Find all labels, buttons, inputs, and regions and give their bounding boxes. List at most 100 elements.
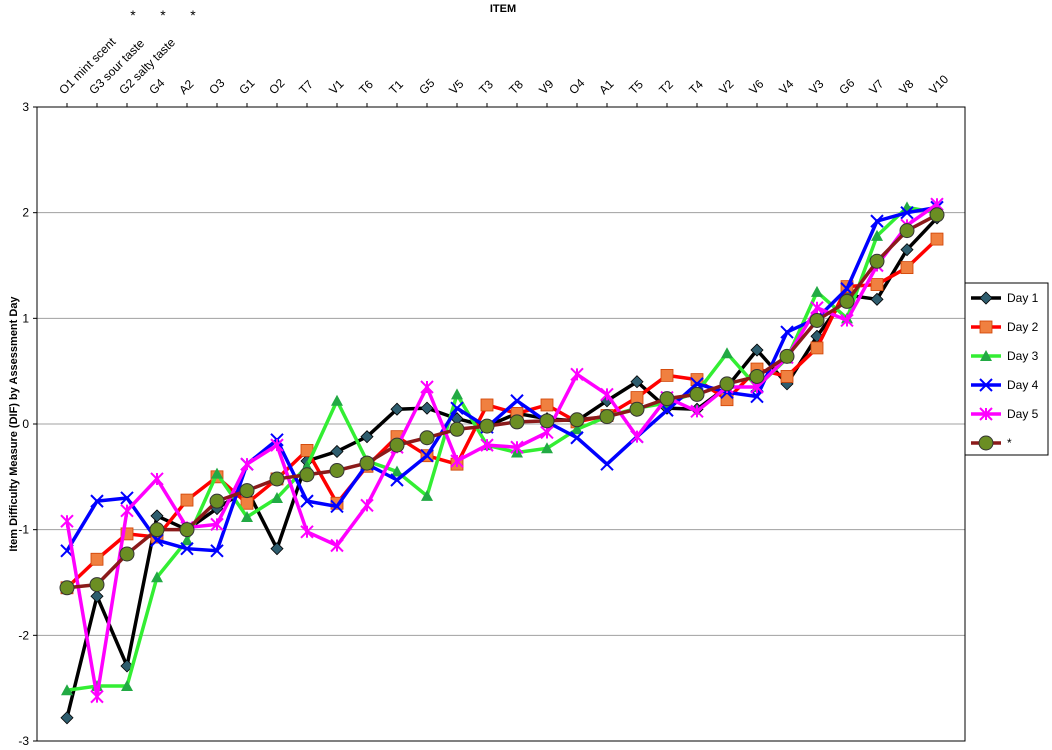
annotation: * bbox=[130, 7, 136, 23]
y-tick-label: 3 bbox=[22, 100, 29, 114]
x-tick-label: V4 bbox=[776, 77, 797, 98]
marker bbox=[271, 491, 283, 503]
marker bbox=[211, 467, 223, 479]
series bbox=[59, 207, 945, 596]
marker bbox=[209, 493, 225, 509]
marker bbox=[270, 438, 284, 452]
legend-box bbox=[964, 282, 1049, 456]
marker bbox=[90, 689, 104, 704]
legend-marker bbox=[979, 320, 993, 334]
marker bbox=[450, 401, 464, 415]
marker bbox=[119, 546, 135, 562]
marker bbox=[510, 394, 524, 408]
marker bbox=[660, 403, 674, 417]
x-tick-label: V5 bbox=[446, 77, 467, 98]
marker bbox=[540, 425, 554, 440]
x-tick-label: V8 bbox=[896, 77, 917, 98]
series-line bbox=[66, 205, 938, 693]
marker bbox=[900, 243, 914, 257]
x-tick-label: T8 bbox=[506, 77, 526, 97]
marker bbox=[900, 205, 914, 220]
marker bbox=[840, 282, 854, 296]
y-tick-label: -1 bbox=[18, 523, 29, 537]
legend-label: * bbox=[1007, 436, 1012, 450]
x-tick-label: A1 bbox=[596, 77, 617, 98]
marker bbox=[269, 471, 285, 487]
marker bbox=[930, 232, 944, 246]
marker bbox=[419, 430, 435, 446]
marker bbox=[630, 429, 644, 444]
legend-marker bbox=[979, 291, 993, 305]
marker bbox=[90, 589, 104, 603]
x-tick-label: V9 bbox=[536, 77, 557, 98]
marker bbox=[60, 711, 74, 725]
marker bbox=[150, 533, 164, 547]
marker bbox=[299, 467, 315, 483]
y-tick-label: 1 bbox=[22, 311, 29, 325]
x-tick-label: T1 bbox=[386, 77, 406, 97]
x-tick-label: O2 bbox=[266, 76, 287, 97]
legend-marker bbox=[980, 350, 992, 361]
marker bbox=[870, 278, 884, 291]
marker bbox=[330, 538, 344, 553]
marker bbox=[600, 387, 614, 402]
marker bbox=[240, 457, 254, 471]
marker bbox=[870, 292, 884, 306]
marker bbox=[420, 401, 434, 415]
legend-marker bbox=[979, 407, 993, 421]
marker bbox=[809, 312, 825, 328]
marker bbox=[750, 343, 764, 357]
marker bbox=[150, 472, 164, 486]
x-tick-label: V7 bbox=[866, 77, 887, 98]
x-tick-label: A2 bbox=[176, 77, 197, 98]
plot-area bbox=[36, 106, 966, 742]
marker bbox=[120, 659, 134, 673]
marker bbox=[690, 377, 704, 391]
marker bbox=[659, 391, 675, 407]
marker bbox=[420, 448, 434, 463]
y-tick-label: -3 bbox=[18, 734, 29, 748]
marker bbox=[391, 465, 403, 477]
marker bbox=[570, 431, 584, 445]
x-tick-label: T7 bbox=[296, 77, 316, 97]
marker bbox=[839, 293, 855, 309]
legend-label: Day 4 bbox=[1007, 378, 1039, 392]
marker bbox=[690, 404, 704, 419]
x-tick-label: G5 bbox=[416, 76, 437, 97]
series bbox=[60, 211, 944, 725]
marker bbox=[120, 503, 134, 518]
marker bbox=[899, 223, 915, 239]
marker bbox=[241, 510, 253, 522]
y-tick-label: 2 bbox=[22, 206, 29, 220]
marker bbox=[660, 368, 674, 382]
marker bbox=[239, 483, 255, 499]
marker bbox=[539, 413, 555, 429]
marker bbox=[900, 261, 914, 275]
x-tick-label: V1 bbox=[326, 77, 347, 98]
x-tick-label: V2 bbox=[716, 77, 737, 98]
marker bbox=[630, 375, 644, 389]
marker bbox=[629, 401, 645, 417]
series-line bbox=[66, 213, 938, 590]
marker bbox=[571, 423, 583, 435]
marker bbox=[840, 313, 854, 328]
marker bbox=[421, 489, 433, 501]
marker bbox=[60, 514, 74, 528]
marker bbox=[749, 368, 765, 384]
y-axis-label: Item Difficulty Measure (DIF) by Assessm… bbox=[8, 296, 20, 552]
x-tick-label: T5 bbox=[626, 77, 646, 97]
marker bbox=[449, 421, 465, 437]
marker bbox=[479, 418, 495, 434]
marker bbox=[180, 541, 194, 556]
legend-marker bbox=[978, 435, 994, 451]
marker bbox=[599, 409, 615, 425]
x-tick-label: O4 bbox=[566, 76, 587, 97]
marker bbox=[329, 462, 345, 478]
marker bbox=[541, 442, 553, 454]
marker bbox=[360, 498, 374, 513]
marker bbox=[300, 525, 314, 539]
marker bbox=[719, 376, 735, 392]
x-tick-label: V3 bbox=[806, 77, 827, 98]
marker bbox=[929, 207, 945, 223]
marker bbox=[480, 398, 494, 412]
